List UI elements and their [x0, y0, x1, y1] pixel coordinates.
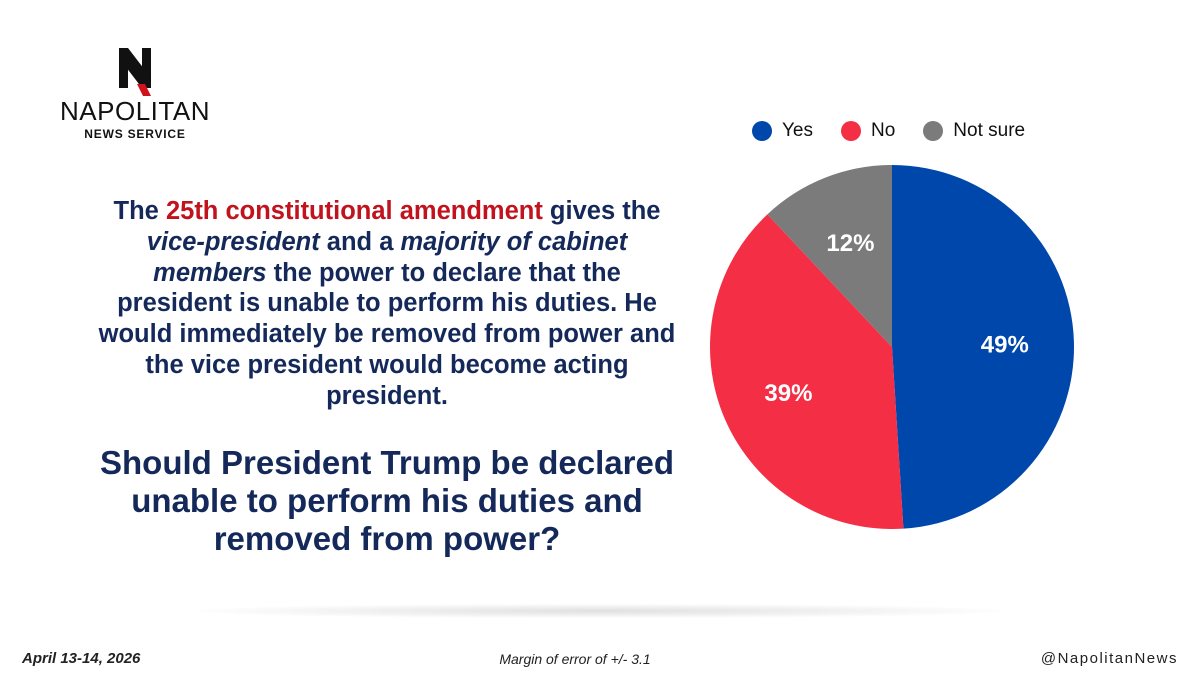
slice-label-not-sure: 12% [826, 230, 874, 257]
divider-shadow [200, 604, 1000, 618]
pie-slice-not-sure [767, 165, 892, 347]
brand-logo: NAPOLITAN NEWS SERVICE [50, 44, 220, 141]
brand-subtitle: NEWS SERVICE [84, 127, 186, 141]
vice-president-emphasis: vice-president [146, 227, 320, 256]
context-text-2: gives the [542, 197, 661, 225]
legend-label-not-sure: Not sure [953, 120, 1026, 141]
legend-item-yes: Yes [752, 120, 813, 142]
napolitan-n-icon [119, 48, 151, 96]
legend-item-not-sure: Not sure [923, 120, 1025, 142]
pie-slice-yes [892, 165, 1074, 529]
poll-question: Should President Trump be declared unabl… [100, 444, 674, 557]
legend-label-yes: Yes [782, 120, 813, 141]
slice-label-no: 39% [764, 380, 812, 407]
legend-label-no: No [871, 120, 896, 141]
context-text-3: and a [319, 227, 401, 256]
chart-legend: Yes No Not sure [752, 118, 1025, 144]
slice-label-yes: 49% [981, 331, 1029, 358]
legend-item-no: No [841, 120, 895, 142]
context-text-4: the power to declare that the president … [98, 258, 676, 410]
cabinet-emphasis: majority of cabinet members [153, 227, 628, 287]
poll-date: April 13-14, 2026 [22, 650, 141, 667]
pie-chart: 49% 39% 12% [710, 165, 1074, 530]
amendment-highlight: 25th constitutional amendment [165, 197, 543, 225]
amendment-context: The 25th constitutional amendment gives … [96, 196, 678, 412]
context-text-1: The [113, 197, 166, 225]
legend-swatch-no [841, 121, 861, 141]
social-handle: @NapolitanNews [1040, 650, 1178, 667]
margin-of-error: Margin of error of +/- 3.1 [499, 651, 651, 667]
pie-slice-no [710, 214, 904, 530]
legend-swatch-yes [752, 121, 772, 141]
legend-swatch-not-sure [923, 121, 944, 141]
brand-name: NAPOLITAN [60, 96, 210, 126]
